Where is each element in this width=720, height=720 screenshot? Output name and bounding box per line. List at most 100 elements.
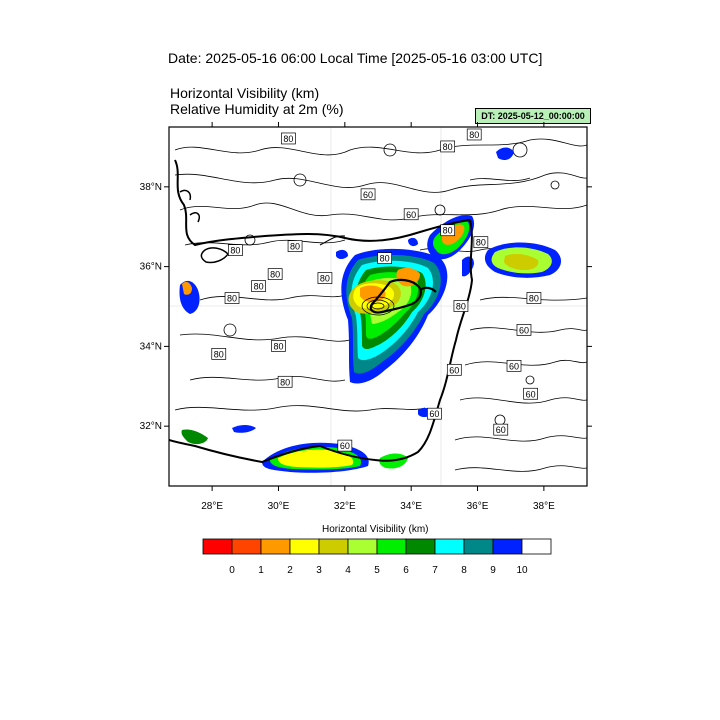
rh-contour-label: 60 [403,208,419,221]
rh-contour-label: 80 [453,300,469,312]
legend-swatch [318,538,349,555]
legend-swatch [405,538,436,555]
rh-contour-label: 60 [427,407,442,420]
legend-swatch [202,538,233,555]
svg-text:60: 60 [519,325,529,335]
rh-contour-label: 80 [377,252,392,264]
dt-badge: DT: 2025-05-12_00:00:00 [475,108,591,124]
svg-text:60: 60 [526,389,536,399]
rh-contour-label: 80 [227,244,243,257]
rh-contour-label: 60 [446,363,462,376]
rh-contour-label: 60 [360,188,376,201]
lat-tick-label: 34°N [140,341,162,352]
legend-label: 0 [229,565,235,576]
lat-tick-label: 36°N [140,262,162,273]
variable-title-visibility: Horizontal Visibility (km) [170,85,320,101]
svg-text:80: 80 [443,226,453,236]
legend-swatch [231,538,262,555]
legend-label: 4 [345,565,351,576]
legend-label: 10 [516,565,528,576]
rh-contour-label: 60 [516,324,532,336]
svg-text:80: 80 [380,254,390,264]
svg-text:80: 80 [456,302,466,312]
rh-contour-label: 80 [224,292,240,304]
lon-tick-label: 34°E [400,501,422,512]
rh-contour-labels: 80 60 60 80 80 80 80 80 80 80 80 80 80 80 80 80 80 60 80 80… [211,128,542,452]
legend-label: 7 [432,565,438,576]
rh-contour-label: 60 [337,439,353,452]
rh-contour-label: 80 [466,128,482,141]
rh-contour-label: 80 [440,224,456,237]
lon-tick-label: 28°E [201,501,223,512]
svg-text:60: 60 [509,361,519,371]
legend-title: Horizontal Visibility (km) [322,524,429,535]
svg-text:60: 60 [406,210,416,220]
map-frame [168,126,588,487]
rh-contour-label: 80 [440,140,456,153]
rh-contour-label: 80 [473,236,489,249]
svg-text:80: 80 [254,282,264,292]
lat-tick-label: 38°N [140,182,162,193]
lon-tick-label: 30°E [268,501,290,512]
svg-text:60: 60 [340,441,350,451]
legend-label: 2 [287,565,293,576]
rh-contour-label: 80 [267,268,283,280]
legend-swatch [521,538,552,555]
svg-text:80: 80 [469,130,479,140]
svg-text:80: 80 [290,242,300,252]
date-title: Date: 2025-05-16 06:00 Local Time [2025-… [168,50,543,66]
svg-text:80: 80 [214,349,224,359]
map-content: 80 60 60 80 80 80 80 80 80 80 80 80 80 80 80 80 80 60 80 80… [169,127,587,486]
rh-contour-label: 80 [317,272,333,284]
rh-contour-label: 80 [287,240,303,253]
rh-contour-label: 80 [281,132,296,145]
latitude-ticks: 38°N 36°N 34°N 32°N [140,182,592,432]
svg-text:60: 60 [496,425,506,435]
svg-text:80: 80 [529,294,539,304]
svg-text:80: 80 [273,341,283,351]
svg-text:80: 80 [283,134,293,144]
lon-tick-label: 32°E [334,501,356,512]
legend-label: 6 [403,565,409,576]
legend-swatch [260,538,291,555]
legend-label: 3 [316,565,322,576]
lat-tick-label: 32°N [140,421,162,432]
legend-label: 1 [258,565,264,576]
svg-text:80: 80 [270,270,280,280]
svg-text:80: 80 [476,238,486,248]
legend-swatch [376,538,407,555]
legend-label: 9 [490,565,496,576]
variable-title-humidity: Relative Humidity at 2m (%) [170,101,344,117]
rh-contour-label: 80 [526,292,542,304]
legend-swatch [492,538,523,555]
svg-text:80: 80 [227,294,237,304]
rh-contour-label: 60 [493,423,509,436]
svg-text:60: 60 [449,365,459,375]
legend-swatch [289,538,320,555]
lon-tick-label: 38°E [533,501,555,512]
svg-text:80: 80 [443,142,453,152]
visibility-shading [179,147,562,473]
svg-text:80: 80 [280,377,290,387]
longitude-ticks: 28°E 30°E 32°E 34°E 36°E 38°E [201,122,555,512]
rh-contour-label: 80 [251,280,266,292]
rh-contour-label: 80 [211,348,227,360]
svg-text:80: 80 [230,246,240,256]
rh-contour-label: 60 [523,387,538,400]
legend-label: 5 [374,565,380,576]
cyprus-terrain [319,235,395,316]
rh-contour-label: 80 [271,340,286,352]
legend-label: 8 [461,565,467,576]
legend-swatch [463,538,494,555]
rh-contour-label: 80 [277,375,293,388]
legend-colorbar [202,538,552,555]
legend-swatch [434,538,465,555]
rh-contour-label: 60 [506,359,522,372]
svg-text:60: 60 [363,190,373,200]
svg-text:80: 80 [320,274,330,284]
rh-contours [174,138,587,472]
legend-swatch [347,538,378,555]
svg-text:60: 60 [429,409,439,419]
lon-tick-label: 36°E [467,501,489,512]
